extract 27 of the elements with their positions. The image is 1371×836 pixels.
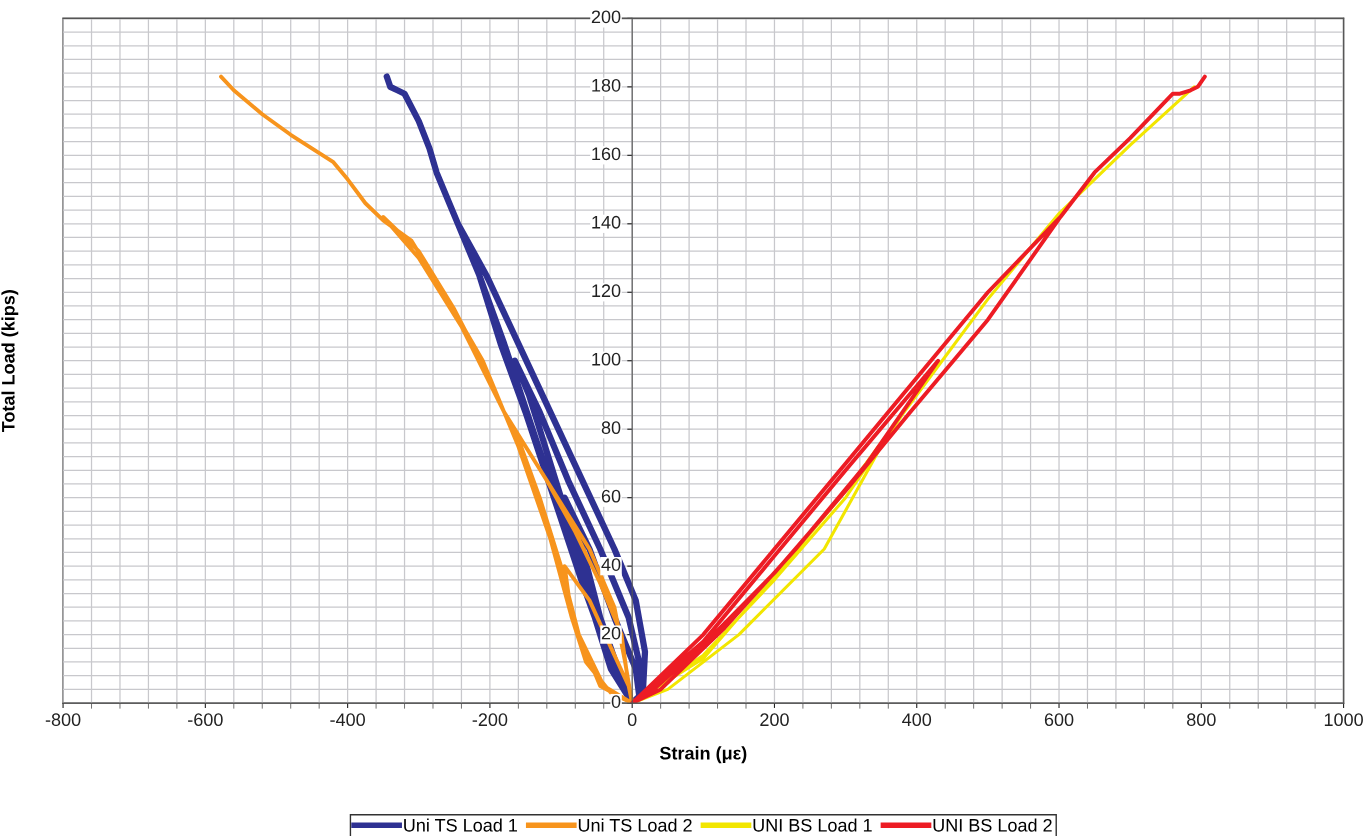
y-tick-label: 80 xyxy=(601,421,621,435)
y-tick-label: 40 xyxy=(601,558,621,571)
legend-label: UNI BS Load 2 xyxy=(933,818,1052,832)
y-tick-label: 120 xyxy=(592,284,621,298)
x-tick-label: 0 xyxy=(627,713,637,727)
y-tick-label: 160 xyxy=(592,147,621,161)
y-tick-label: 100 xyxy=(592,352,621,366)
y-tick-label: 0 xyxy=(611,695,621,708)
y-tick-label: 20 xyxy=(601,626,621,640)
x-tick-label: -800 xyxy=(45,713,81,727)
x-tick-label: 200 xyxy=(760,713,789,727)
legend-label: Uni TS Load 1 xyxy=(404,818,518,832)
y-tick-label: 140 xyxy=(592,215,621,229)
x-tick-label: 400 xyxy=(902,713,932,727)
x-tick-label: -200 xyxy=(472,713,508,727)
x-tick-label: 1000 xyxy=(1324,713,1363,727)
x-tick-label: 800 xyxy=(1187,713,1216,727)
x-axis-title: Strain (με) xyxy=(659,746,747,764)
y-axis-title: Total Load (kips) xyxy=(1,290,19,433)
legend-label: Uni TS Load 2 xyxy=(578,818,692,832)
y-tick-label: 180 xyxy=(592,78,621,92)
y-tick-label: 200 xyxy=(591,10,621,24)
x-tick-label: -400 xyxy=(330,713,365,727)
y-tick-label: 60 xyxy=(601,489,621,503)
x-tick-label: -600 xyxy=(188,713,223,727)
x-tick-label: 600 xyxy=(1044,713,1074,727)
legend-label: UNI BS Load 1 xyxy=(753,818,872,832)
